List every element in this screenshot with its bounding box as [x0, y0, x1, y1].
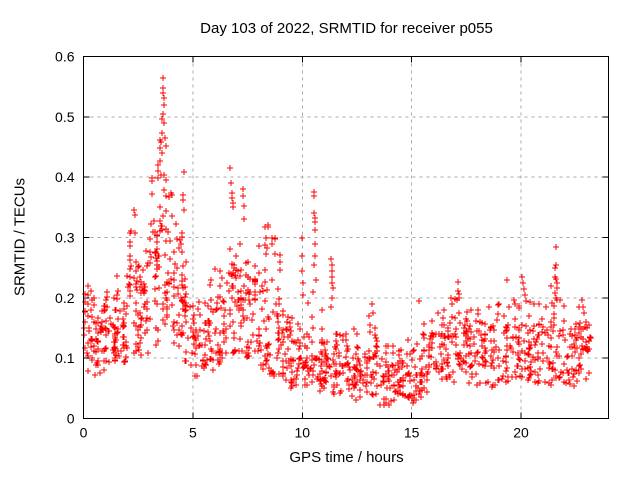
y-tick-label: 0.6 [55, 49, 75, 65]
y-tick-label: 0 [67, 411, 75, 427]
x-tick-label: 5 [189, 425, 197, 441]
y-tick-label: 0.3 [55, 230, 75, 246]
tick-labels: 0 5 10 15 20 0 0.1 0.2 0.3 0.4 0.5 0.6 [55, 49, 529, 441]
y-tick-label: 0.4 [55, 169, 75, 185]
x-tick-label: 0 [80, 425, 88, 441]
y-tick-label: 0.5 [55, 109, 75, 125]
data-series-srmtid [81, 75, 594, 408]
plot-frame [83, 56, 609, 419]
x-axis-label: GPS time / hours [289, 449, 404, 466]
chart-title: Day 103 of 2022, SRMTID for receiver p05… [200, 20, 493, 37]
x-tick-label: 15 [404, 425, 420, 441]
x-tick-label: 20 [513, 425, 529, 441]
x-tick-label: 10 [294, 425, 310, 441]
y-tick-label: 0.1 [55, 350, 75, 366]
y-tick-label: 0.2 [55, 290, 75, 306]
